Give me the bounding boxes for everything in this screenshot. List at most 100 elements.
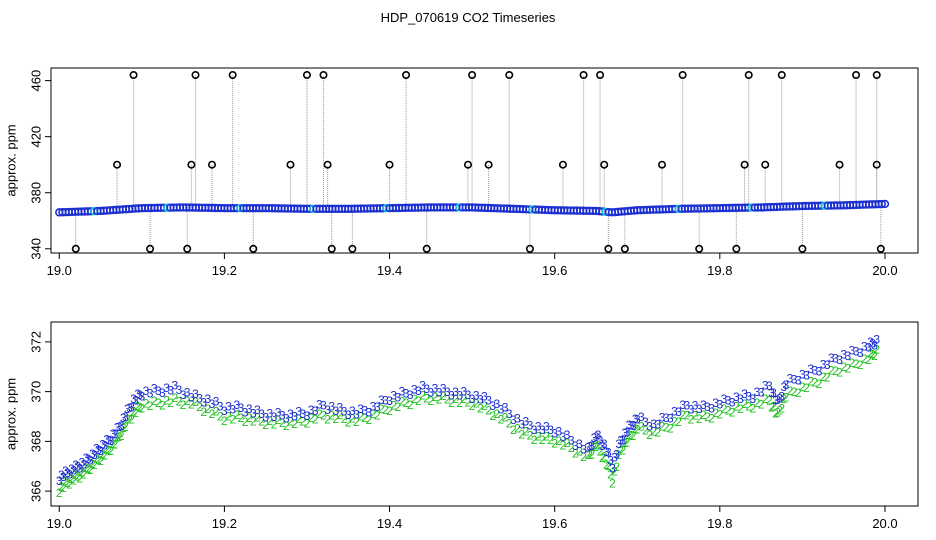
series-2-point: 2 (595, 439, 602, 453)
series-3-point: 3 (72, 458, 79, 472)
series-3-point: 3 (114, 421, 121, 435)
series-3-point: 3 (721, 392, 728, 406)
series-3-point: 3 (217, 399, 224, 413)
series-3-point: 3 (510, 413, 517, 427)
series-2-point: 2 (411, 392, 418, 406)
series-3-point: 3 (572, 439, 579, 453)
series-3-point: 3 (225, 400, 232, 414)
series-2-point: 2 (584, 448, 591, 462)
series-2-point: 2 (873, 343, 880, 357)
series-3-point: 3 (768, 386, 775, 400)
series-2-point: 2 (780, 392, 787, 406)
series-3-point: 3 (832, 351, 839, 365)
series-2-point: 2 (114, 431, 121, 445)
series-3-point: 3 (772, 393, 779, 407)
series-3-point: 3 (70, 464, 77, 478)
series-3-point: 3 (66, 468, 73, 482)
series-3-point: 3 (599, 439, 606, 453)
spike-point (761, 160, 770, 169)
series-3-point: 3 (205, 392, 212, 406)
series-2-point: 2 (622, 436, 629, 450)
series-3-point: 3 (271, 410, 278, 424)
y-tick-label: 370 (28, 381, 43, 403)
series-3-point: 3 (605, 445, 612, 459)
series-3-point: 3 (345, 408, 352, 422)
series-2-point: 2 (704, 410, 711, 424)
series-2-point: 2 (543, 429, 550, 443)
series-2-point: 2 (539, 433, 546, 447)
series-2-point: 2 (130, 405, 137, 419)
series-2-point: 2 (494, 407, 501, 421)
x-tick-label: 19.0 (47, 263, 72, 278)
series-3-point: 3 (91, 448, 98, 462)
series-3-point: 3 (83, 451, 90, 465)
series-2-point: 2 (229, 413, 236, 427)
series-3-point: 3 (811, 363, 818, 377)
series-3-point: 3 (770, 386, 777, 400)
series-2-point: 2 (163, 393, 170, 407)
series-2-point: 2 (659, 419, 666, 433)
spike-point (695, 244, 704, 253)
series-2-point: 2 (167, 396, 174, 410)
series-3-point: 3 (555, 425, 562, 439)
series-2-point: 2 (522, 424, 529, 438)
series-3-point: 3 (750, 392, 757, 406)
series-3-point: 3 (77, 461, 84, 475)
spike-point (872, 71, 881, 80)
series-2-point: 2 (246, 411, 253, 425)
series-2-point: 2 (712, 406, 719, 420)
series-2-point: 2 (225, 410, 232, 424)
series-2-point: 2 (275, 413, 282, 427)
series-3-point: 3 (679, 398, 686, 412)
series-2-point: 2 (811, 376, 818, 390)
series-3-point: 3 (683, 399, 690, 413)
series-3-point: 3 (733, 390, 740, 404)
series-3-point: 3 (74, 460, 81, 474)
series-3-point: 3 (588, 439, 595, 453)
series-3-point: 3 (233, 398, 240, 412)
series-2-point: 2 (138, 402, 145, 416)
spike-point (558, 160, 567, 169)
series-3-point: 3 (155, 384, 162, 398)
series-3-point: 3 (601, 437, 608, 451)
series-2-point: 2 (518, 428, 525, 442)
series-2-point: 2 (341, 412, 348, 426)
y-tick-label: 420 (28, 126, 43, 148)
series-2-point: 2 (299, 414, 306, 428)
series-2-point: 2 (588, 448, 595, 462)
series-3-point: 3 (473, 389, 480, 403)
x-tick-label: 19.2 (212, 263, 237, 278)
series-3-point: 3 (136, 388, 143, 402)
series-3-point: 3 (506, 407, 513, 421)
series-2-point: 2 (143, 397, 150, 411)
series-3-point: 3 (151, 381, 158, 395)
spike-point (463, 160, 472, 169)
series-2-point: 2 (258, 414, 265, 428)
series-2-point: 2 (560, 439, 567, 453)
series-3-point: 3 (535, 420, 542, 434)
series-2-point: 2 (304, 417, 311, 431)
series-3-point: 3 (130, 392, 137, 406)
series-2-point: 2 (770, 400, 777, 414)
series-2-point: 2 (62, 475, 69, 489)
series-3-point: 3 (180, 388, 187, 402)
series-3-point: 3 (632, 412, 639, 426)
series-3-point: 3 (762, 378, 769, 392)
series-3-point: 3 (655, 418, 662, 432)
series-3-point: 3 (172, 378, 179, 392)
series-3-point: 3 (60, 470, 67, 484)
spike-point (835, 160, 844, 169)
series-2-point: 2 (721, 402, 728, 416)
series-3-point: 3 (663, 411, 670, 425)
series-2-point: 2 (857, 358, 864, 372)
series-3-point: 3 (419, 378, 426, 392)
series-3-point: 3 (337, 401, 344, 415)
series-2-point: 2 (572, 446, 579, 460)
spike-point (402, 71, 411, 80)
series-2-point: 2 (591, 440, 598, 454)
y-tick-label: 368 (28, 430, 43, 452)
series-2-point: 2 (853, 357, 860, 371)
series-2-point: 2 (308, 411, 315, 425)
series-2-point: 2 (725, 404, 732, 418)
series-2-point: 2 (108, 444, 115, 458)
